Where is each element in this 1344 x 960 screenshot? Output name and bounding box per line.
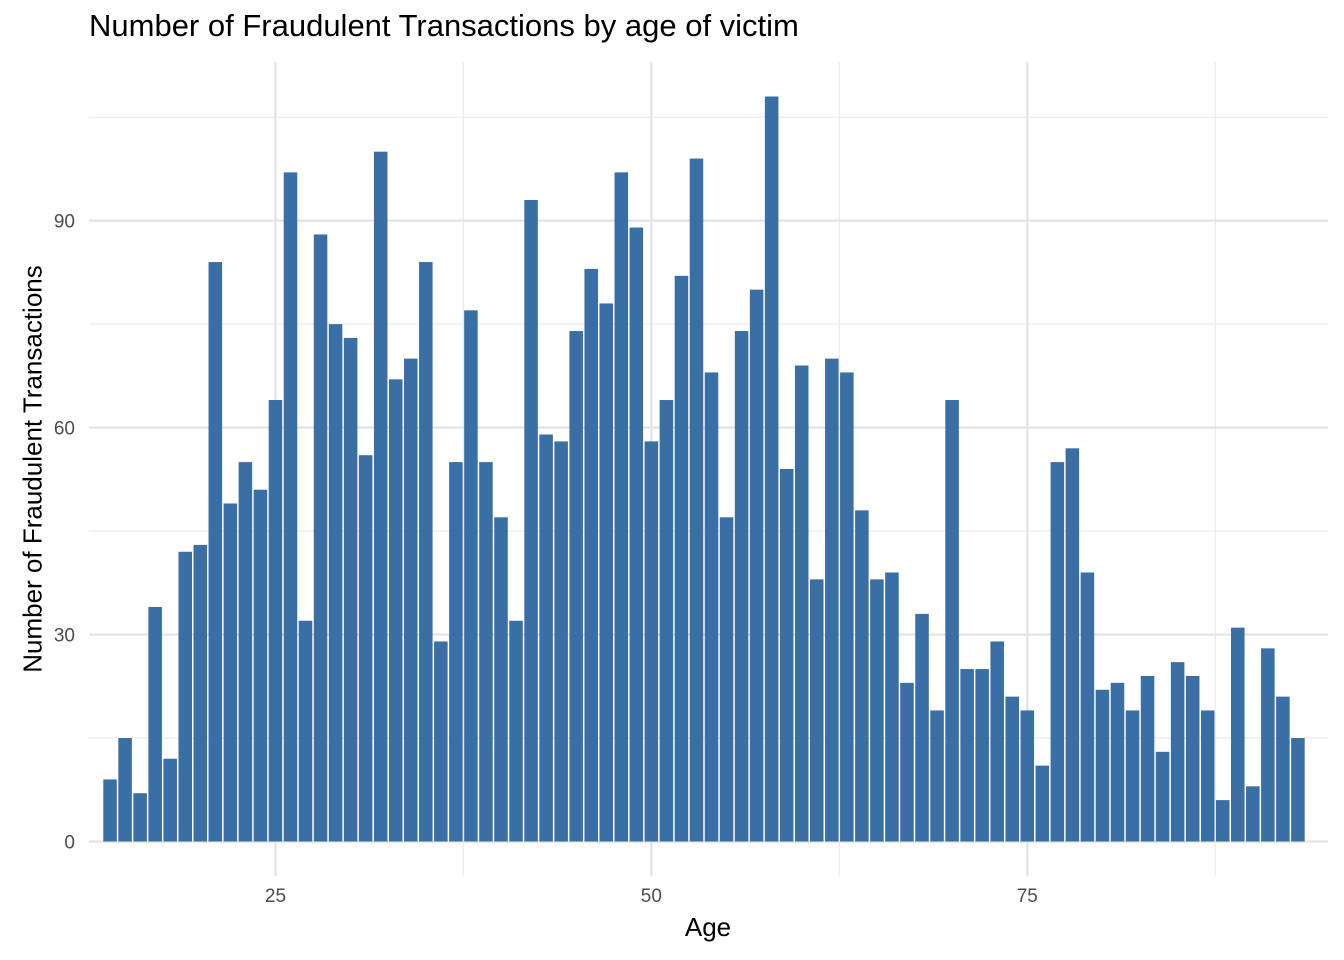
bar: Age 33: 67 — [388, 379, 403, 842]
bar: Age 62: 70 — [825, 358, 839, 842]
bar: Age 15: 15 — [118, 738, 132, 842]
bar: Age 19: 42 — [178, 551, 192, 842]
bar: Age 81: 23 — [1110, 682, 1125, 842]
bar: Age 38: 77 — [464, 310, 478, 842]
bar: Age 44: 58 — [554, 441, 568, 842]
bar: Age 43: 59 — [539, 434, 553, 842]
bar: Age 48: 97 — [614, 172, 629, 842]
bar: Age 59: 54 — [779, 469, 794, 842]
bars: Age 14: 9Age 15: 15Age 16: 7Age 17: 34Ag… — [103, 96, 1305, 842]
bar: Age 60: 69 — [794, 365, 809, 842]
bar: Age 72: 25 — [975, 669, 989, 842]
bar: Age 67: 23 — [900, 682, 914, 842]
bar: Age 32: 100 — [373, 151, 388, 842]
bar: Age 53: 99 — [689, 158, 704, 842]
bar: Age 82: 19 — [1125, 710, 1140, 842]
bar: Age 73: 29 — [990, 641, 1004, 842]
bar: Age 77: 55 — [1050, 462, 1065, 842]
bar: Age 49: 89 — [629, 227, 644, 842]
bar: Age 69: 19 — [930, 710, 944, 842]
bar: Age 14: 9 — [103, 779, 117, 842]
bar: Age 91: 28 — [1261, 648, 1275, 842]
bar: Age 83: 24 — [1140, 675, 1155, 842]
bar: Age 78: 57 — [1065, 448, 1080, 842]
bar: Age 42: 93 — [524, 199, 538, 842]
bar: Age 23: 55 — [238, 462, 253, 842]
bar: Age 29: 75 — [328, 324, 343, 842]
x-tick-label: 75 — [1017, 886, 1038, 907]
bar: Age 92: 21 — [1276, 696, 1290, 842]
bar: Age 56: 74 — [734, 331, 749, 842]
bar: Age 31: 56 — [358, 455, 373, 842]
y-axis-title: Number of Fraudulent Transactions — [17, 265, 48, 673]
bar: Age 76: 11 — [1035, 765, 1050, 842]
bar: Age 36: 29 — [434, 641, 448, 842]
bar: Age 74: 21 — [1005, 696, 1020, 842]
bar: Age 45: 74 — [569, 331, 583, 842]
bar: Age 34: 70 — [404, 358, 418, 842]
bar: Age 47: 78 — [599, 303, 614, 842]
bar: Age 55: 47 — [719, 517, 734, 842]
bar: Age 27: 32 — [298, 620, 313, 842]
bar: Age 84: 13 — [1155, 751, 1170, 842]
bar: Age 58: 108 — [764, 96, 779, 842]
bar: Age 25: 64 — [268, 400, 283, 842]
chart-title: Number of Fraudulent Transactions by age… — [89, 8, 799, 43]
bar: Age 40: 47 — [494, 517, 508, 842]
bar: Age 87: 19 — [1200, 710, 1215, 842]
bar: Age 20: 43 — [193, 544, 208, 842]
bar: Age 26: 97 — [283, 172, 298, 842]
bar: Age 61: 38 — [809, 579, 824, 842]
bar: Age 16: 7 — [133, 793, 147, 842]
bar: Age 51: 64 — [659, 400, 674, 842]
bar: Age 17: 34 — [148, 606, 162, 842]
bar: Age 75: 19 — [1020, 710, 1035, 842]
bar: Age 30: 73 — [343, 337, 358, 842]
bar: Age 68: 33 — [915, 613, 929, 842]
x-tick-label: 50 — [641, 886, 662, 907]
bar: Age 46: 83 — [584, 268, 598, 842]
bar: Age 24: 51 — [253, 489, 268, 842]
bar: Age 50: 58 — [644, 441, 659, 842]
y-tick-label: 90 — [54, 212, 75, 233]
bar: Age 65: 38 — [870, 579, 884, 842]
bar: Age 57: 80 — [749, 289, 764, 842]
bar: Age 80: 22 — [1095, 689, 1110, 842]
bar: Age 70: 64 — [945, 400, 959, 842]
bar: Age 22: 49 — [223, 503, 238, 842]
bar: Age 37: 55 — [449, 462, 463, 842]
bar: Age 21: 84 — [208, 262, 223, 842]
bar: Age 18: 12 — [163, 758, 177, 842]
x-tick-labels: 25 50 75 — [265, 886, 1038, 907]
bar: Age 89: 31 — [1231, 627, 1245, 842]
bar: Age 90: 8 — [1246, 786, 1260, 842]
bar: Age 64: 48 — [855, 510, 869, 842]
bar: Age 52: 82 — [674, 275, 689, 842]
bar: Age 85: 26 — [1170, 662, 1185, 842]
y-tick-labels: 0 30 60 90 — [54, 212, 75, 854]
y-tick-label: 30 — [54, 626, 75, 647]
bar: Age 71: 25 — [960, 669, 974, 842]
x-tick-label: 25 — [265, 886, 286, 907]
bar: Age 39: 55 — [479, 462, 493, 842]
bar: Age 79: 39 — [1080, 572, 1095, 842]
bar: Age 86: 24 — [1185, 675, 1200, 842]
x-axis-title: Age — [684, 912, 732, 942]
bar: Age 41: 32 — [509, 620, 523, 842]
bar: Age 28: 88 — [313, 234, 328, 842]
bar: Age 35: 84 — [419, 262, 433, 842]
bar: Age 54: 68 — [704, 372, 719, 842]
y-tick-label: 0 — [64, 833, 75, 854]
bar: Age 66: 39 — [885, 572, 899, 842]
y-tick-label: 60 — [54, 419, 75, 440]
bar: Age 63: 68 — [840, 372, 854, 842]
bar: Age 88: 6 — [1215, 800, 1230, 842]
bar: Age 93: 15 — [1291, 738, 1305, 842]
